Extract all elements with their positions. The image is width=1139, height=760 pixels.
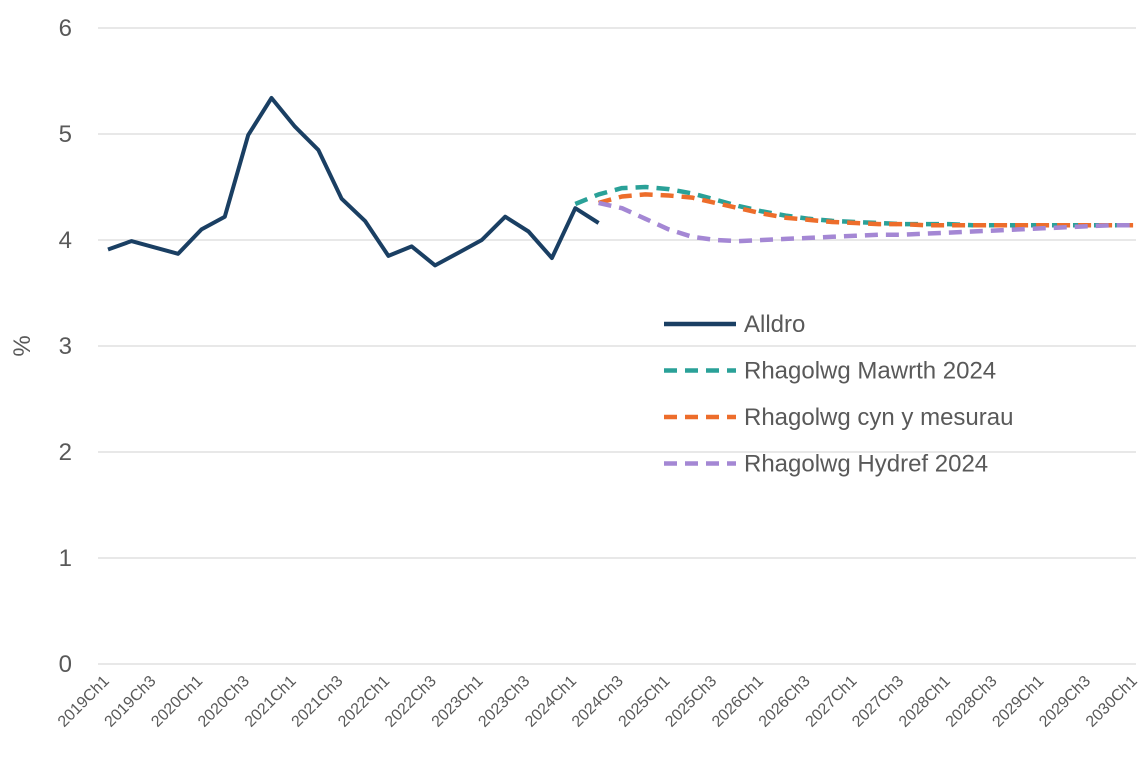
series-line-4 (598, 200, 1136, 244)
x-tick-labels: 2019Ch12019Ch32020Ch12020Ch32021Ch12021C… (55, 673, 1139, 731)
series-lines (107, 96, 1136, 268)
gridlines (98, 27, 1136, 665)
legend-label: Rhagolwg Hydref 2024 (744, 451, 988, 478)
legend-label: Rhagolwg Mawrth 2024 (744, 358, 996, 385)
legend: Alldro Rhagolwg Mawrth 2024 Rhagolwg cyn y… (664, 311, 1013, 478)
legend-label: Alldro (744, 311, 805, 338)
y-tick-labels: 0 1 2 3 4 5 6 (59, 15, 72, 678)
y-tick-label: 5 (59, 121, 72, 148)
y-axis-label: % (9, 335, 36, 356)
y-tick-label: 4 (59, 227, 72, 254)
y-tick-label: 6 (59, 15, 72, 42)
series-line-2 (574, 184, 1136, 228)
x-tick-label: 2030Ch1 (1083, 673, 1139, 731)
y-tick-label: 3 (59, 333, 72, 360)
series-line-3 (598, 192, 1136, 228)
legend-label: Rhagolwg cyn y mesurau (744, 404, 1013, 431)
y-tick-label: 2 (59, 439, 72, 466)
y-tick-label: 0 (59, 651, 72, 678)
y-tick-label: 1 (59, 545, 72, 572)
series-line-1 (107, 96, 600, 268)
